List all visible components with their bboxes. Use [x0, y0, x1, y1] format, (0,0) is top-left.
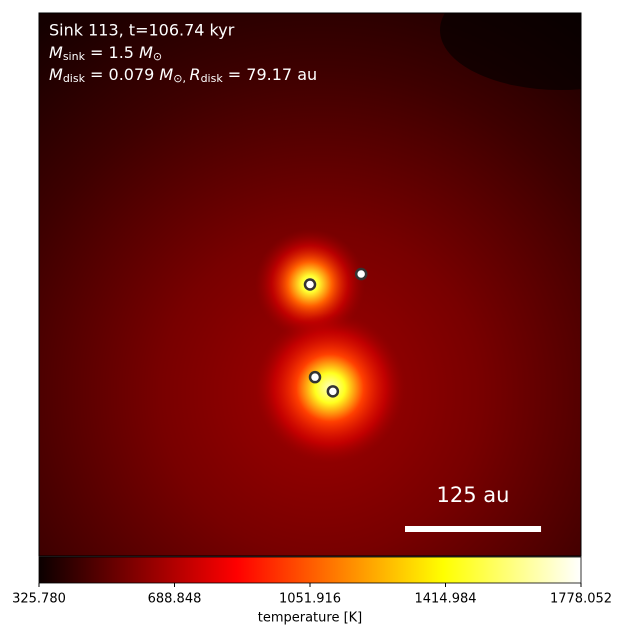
sub: disk: [63, 72, 86, 85]
colorbar-tick-label: 325.780: [12, 592, 66, 607]
txt: = 1.5: [85, 43, 139, 62]
scale-bar-label: 125 au: [437, 483, 510, 507]
colorbar-tick-label: 1051.916: [279, 592, 341, 607]
sink: [354, 267, 368, 281]
sink: [326, 385, 340, 398]
sink: [303, 278, 317, 291]
colorbar-tick-label: 1778.052: [550, 592, 612, 607]
txt: = 0.079: [85, 65, 159, 84]
heatmap: [39, 13, 581, 556]
txt: = 79.17 au: [223, 65, 317, 84]
sym: R: [189, 65, 200, 84]
colorbar-tick-label: 1414.984: [414, 592, 476, 607]
unit: M: [139, 43, 153, 62]
sub: disk: [201, 72, 224, 85]
colorbar-tick-label: 688.848: [148, 592, 202, 607]
sub: ⊙: [153, 50, 162, 63]
colorbar-label: temperature [K]: [258, 611, 363, 626]
mass-line: Msink = 1.5 M⊙: [49, 43, 162, 64]
title-line: Sink 113, t=106.74 kyr: [49, 21, 235, 40]
sym: M: [49, 43, 63, 62]
sink: [308, 370, 322, 384]
sub: ⊙,: [173, 72, 189, 85]
unit: M: [159, 65, 173, 84]
colorbar: [38, 556, 582, 584]
sub: sink: [63, 50, 86, 63]
disk-line: Mdisk = 0.079 M⊙, Rdisk = 79.17 au: [49, 65, 317, 86]
frame: [38, 12, 582, 557]
sym: M: [49, 65, 63, 84]
